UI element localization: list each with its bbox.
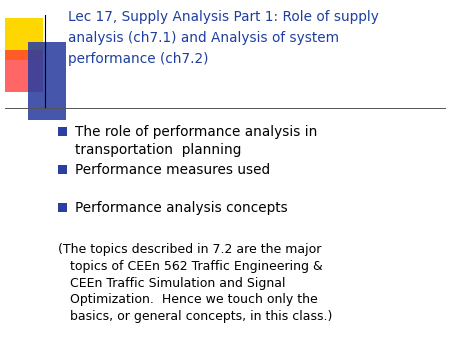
Text: (The topics described in 7.2 are the major
   topics of CEEn 562 Traffic Enginee: (The topics described in 7.2 are the maj… <box>58 243 333 323</box>
Text: Lec 17, Supply Analysis Part 1: Role of supply: Lec 17, Supply Analysis Part 1: Role of … <box>68 10 379 24</box>
Bar <box>5 18 43 60</box>
Bar <box>5 50 43 92</box>
Bar <box>28 42 66 100</box>
Text: analysis (ch7.1) and Analysis of system: analysis (ch7.1) and Analysis of system <box>68 31 339 45</box>
Bar <box>58 127 67 136</box>
Bar <box>28 100 66 120</box>
Bar <box>58 165 67 174</box>
Text: The role of performance analysis in
transportation  planning: The role of performance analysis in tran… <box>75 125 317 158</box>
Text: Performance measures used: Performance measures used <box>75 163 270 177</box>
Text: Performance analysis concepts: Performance analysis concepts <box>75 201 288 215</box>
Text: performance (ch7.2): performance (ch7.2) <box>68 52 208 66</box>
Bar <box>58 203 67 212</box>
